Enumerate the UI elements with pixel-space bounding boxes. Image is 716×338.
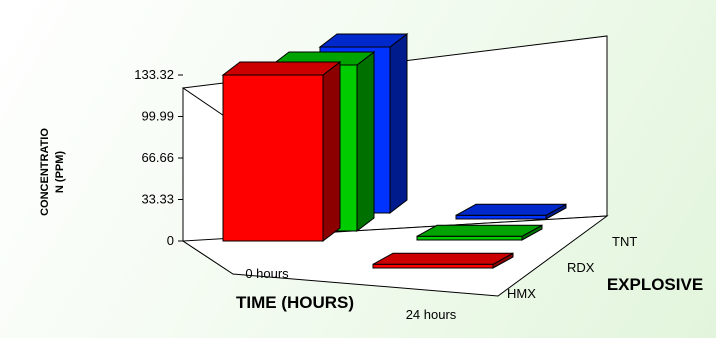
bar-top-face	[372, 252, 514, 265]
bar-top-face	[221, 61, 342, 76]
bar-top-face	[416, 224, 543, 237]
bar-front-face	[416, 235, 523, 241]
y-ticks: 0 33.33 66.66 99.99 133.32	[134, 67, 183, 248]
y-tick-label: 66.66	[141, 150, 174, 165]
bar-side-face	[389, 32, 408, 215]
y-tick-label: 0	[167, 233, 174, 248]
y-tick-label: 33.33	[141, 192, 174, 207]
z-tick-label-hmx: HMX	[507, 286, 536, 301]
bar-rdx-24-hours	[416, 224, 543, 241]
bar-front-face	[222, 74, 324, 242]
bar-hmx-24-hours	[372, 252, 514, 269]
y-tick-label: 99.99	[141, 109, 174, 124]
y-tick-label: 133.32	[134, 67, 174, 82]
bars	[221, 32, 567, 269]
bar-side-face	[322, 60, 341, 243]
bar-top-face	[318, 33, 409, 48]
bar-hmx-0-hours	[221, 60, 342, 243]
y-axis-title-line-1: CONCENTRATIO	[39, 128, 51, 216]
x-tick-label-24-hours: 24 hours	[406, 307, 457, 322]
bar-front-face	[372, 263, 494, 269]
bar-front-face	[455, 214, 547, 220]
y-axis-title-line-2: N (PPM)	[54, 151, 66, 194]
bar-tnt-24-hours	[455, 203, 567, 220]
x-axis-title: TIME (HOURS)	[236, 293, 354, 312]
z-tick-label-tnt: TNT	[612, 234, 637, 249]
y-axis-title: CONCENTRATIO N (PPM)	[39, 128, 66, 216]
z-tick-label-rdx: RDX	[567, 260, 595, 275]
z-axis-title: EXPLOSIVE	[607, 275, 703, 294]
bar-top-face	[455, 203, 567, 216]
x-tick-label-0-hours: 0 hours	[245, 266, 289, 281]
bar-side-face	[356, 50, 375, 233]
